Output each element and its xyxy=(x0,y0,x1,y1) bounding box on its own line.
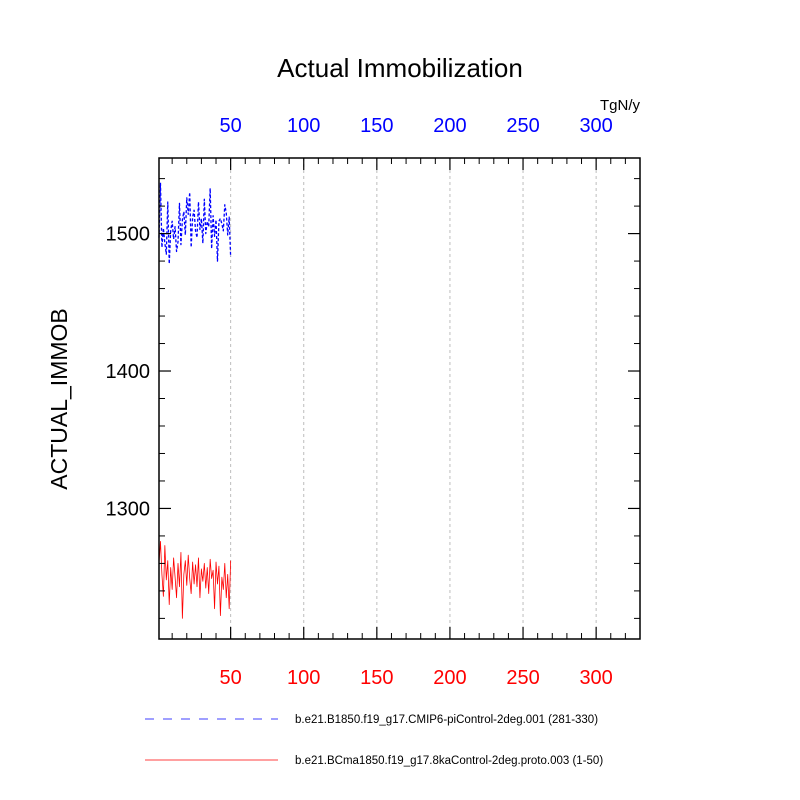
y-tick-label-1400: 1400 xyxy=(106,361,151,383)
x-tick-label-top-250: 250 xyxy=(506,115,539,137)
plot-frame xyxy=(158,157,641,640)
legend-label-8ka: b.e21.BCma1850.f19_g17.8kaControl-2deg.p… xyxy=(295,755,603,767)
x-tick-label-bottom-300: 300 xyxy=(579,667,612,689)
axis-ticks xyxy=(159,158,641,639)
x-tick-label-top-300: 300 xyxy=(579,115,612,137)
x-tick-label-bottom-250: 250 xyxy=(506,667,539,689)
series-lines xyxy=(158,182,232,619)
y-tick-label-1300: 1300 xyxy=(106,498,151,520)
tick-labels: 50 50 100 100 150 150 200 200 250 250 300 300 1300 14… xyxy=(106,115,613,689)
y-tick-label-1500: 1500 xyxy=(106,224,151,246)
x-tick-label-top-200: 200 xyxy=(433,115,466,137)
x-tick-label-top-100: 100 xyxy=(287,115,320,137)
legend-label-cmip6: b.e21.B1850.f19_g17.CMIP6-piControl-2deg… xyxy=(295,714,598,726)
x-tick-label-bottom-100: 100 xyxy=(287,667,320,689)
grid-lines xyxy=(230,158,597,639)
x-tick-label-bottom-200: 200 xyxy=(433,667,466,689)
series-line-8ka-control xyxy=(158,541,232,619)
chart-title: Actual Immobilization xyxy=(277,53,523,83)
x-tick-label-bottom-50: 50 xyxy=(220,667,242,689)
units-label: TgN/y xyxy=(600,97,641,114)
legend: b.e21.B1850.f19_g17.CMIP6-piControl-2deg… xyxy=(145,714,603,767)
x-tick-label-bottom-150: 150 xyxy=(360,667,393,689)
x-tick-label-top-50: 50 xyxy=(220,115,242,137)
series-line-cmip6-picontrol xyxy=(158,182,232,265)
y-axis-label: ACTUAL_IMMOB xyxy=(46,308,72,489)
x-tick-label-top-150: 150 xyxy=(360,115,393,137)
